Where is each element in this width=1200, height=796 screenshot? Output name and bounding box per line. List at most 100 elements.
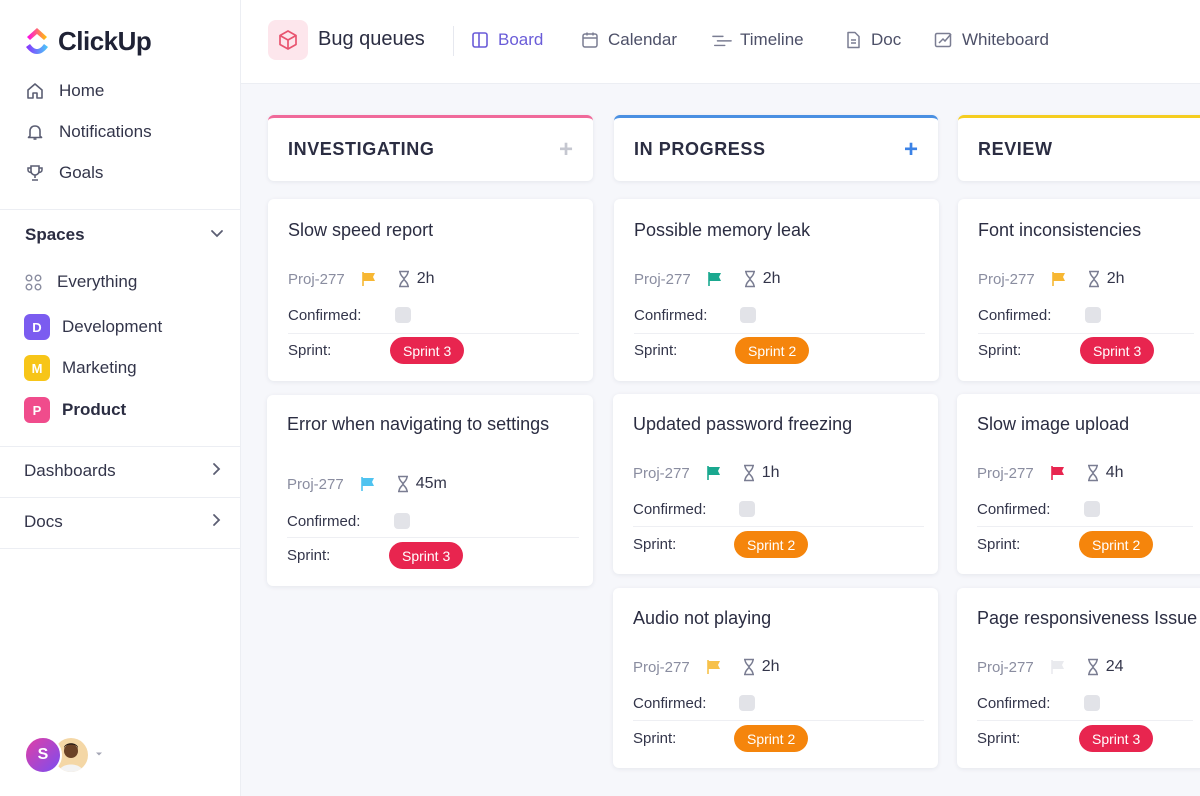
- sprint-label: Sprint:: [978, 342, 1022, 359]
- row-divider: [977, 526, 1193, 527]
- task-id: Proj-277: [287, 475, 344, 493]
- space-item-everything[interactable]: Everything: [24, 268, 137, 296]
- space-label: Everything: [57, 272, 138, 291]
- task-card[interactable]: Updated password freezing Proj-277 1h Co…: [613, 394, 938, 574]
- clickup-logo-icon: [26, 28, 48, 54]
- column-title: REVIEW: [978, 139, 1053, 159]
- task-id: Proj-277: [977, 464, 1034, 482]
- sidebar-item-goals[interactable]: Goals: [24, 158, 103, 188]
- flag-icon[interactable]: [358, 474, 378, 494]
- time-estimate: 2h: [761, 658, 780, 675]
- sprint-tag[interactable]: Sprint 2: [735, 337, 810, 364]
- chevron-down-icon[interactable]: [209, 225, 225, 246]
- task-title: Error when navigating to settings: [287, 414, 550, 434]
- sidebar-item-notifications[interactable]: Notifications: [24, 117, 152, 147]
- hourglass-icon: [740, 463, 758, 483]
- task-card[interactable]: Error when navigating to settings Proj-2…: [267, 395, 593, 586]
- confirmed-checkbox[interactable]: [395, 307, 411, 323]
- confirmed-checkbox[interactable]: [739, 695, 755, 711]
- sidebar-item-home[interactable]: Home: [24, 76, 104, 106]
- user-menu[interactable]: S: [24, 735, 104, 775]
- flag-icon[interactable]: [704, 463, 724, 483]
- confirmed-checkbox[interactable]: [1085, 307, 1101, 323]
- sprint-label: Sprint:: [288, 342, 332, 359]
- caret-down-icon[interactable]: [94, 746, 104, 764]
- sprint-tag[interactable]: Sprint 2: [734, 531, 809, 558]
- time-estimate: 2h: [1106, 270, 1125, 287]
- sidebar-item-docs[interactable]: Docs: [24, 507, 224, 537]
- space-item-development[interactable]: D Development: [24, 313, 162, 341]
- tab-board[interactable]: Board: [470, 28, 543, 52]
- row-divider: [633, 720, 924, 721]
- sidebar-item-label: Docs: [24, 512, 63, 531]
- time-estimate: 2h: [762, 270, 781, 287]
- grid-icon: [25, 273, 43, 291]
- task-id: Proj-277: [288, 270, 345, 288]
- flag-icon[interactable]: [1049, 269, 1069, 289]
- task-meta: Proj-277 1h: [633, 462, 780, 484]
- page-title: Bug queues: [318, 28, 425, 50]
- sprint-tag[interactable]: Sprint 3: [389, 542, 464, 569]
- space-badge: M: [24, 355, 50, 381]
- space-label: Development: [62, 317, 163, 336]
- add-task-button[interactable]: +: [903, 135, 918, 163]
- task-card[interactable]: Possible memory leak Proj-277 2h Confirm…: [614, 199, 939, 381]
- task-meta: Proj-277 45m: [287, 473, 447, 495]
- space-label: Marketing: [62, 358, 137, 377]
- sidebar-divider: [0, 497, 241, 498]
- time-estimate: 45m: [415, 475, 447, 492]
- row-divider: [287, 537, 579, 538]
- clickup-logo[interactable]: ClickUp: [24, 24, 152, 58]
- flag-icon[interactable]: [705, 269, 725, 289]
- column-title: IN PROGRESS: [634, 139, 766, 159]
- task-card[interactable]: Page responsiveness Issue Proj-277 24 Co…: [957, 588, 1200, 768]
- sprint-tag[interactable]: Sprint 2: [1079, 531, 1154, 558]
- sprint-label: Sprint:: [633, 730, 677, 747]
- task-card[interactable]: Font inconsistencies Proj-277 2h Confirm…: [958, 199, 1200, 381]
- row-divider: [633, 526, 924, 527]
- task-card[interactable]: Audio not playing Proj-277 2h Confirmed:…: [613, 588, 938, 768]
- space-item-marketing[interactable]: M Marketing: [24, 354, 137, 382]
- space-badge: P: [24, 397, 50, 423]
- flag-icon[interactable]: [359, 269, 379, 289]
- tab-calendar[interactable]: Calendar: [580, 28, 677, 52]
- confirmed-checkbox[interactable]: [1084, 501, 1100, 517]
- bell-icon: [24, 121, 46, 143]
- confirmed-label: Confirmed:: [288, 307, 362, 324]
- sprint-tag[interactable]: Sprint 2: [734, 725, 809, 752]
- tab-doc[interactable]: Doc: [843, 28, 901, 52]
- space-item-product[interactable]: P Product: [24, 396, 126, 424]
- flag-icon[interactable]: [1048, 463, 1068, 483]
- hourglass-icon: [741, 269, 759, 289]
- flag-icon[interactable]: [1048, 657, 1068, 677]
- row-divider: [977, 720, 1193, 721]
- avatar[interactable]: S: [24, 736, 62, 774]
- flag-icon[interactable]: [704, 657, 724, 677]
- top-bar: Bug queues Board Calendar Timeline Doc W…: [241, 0, 1200, 84]
- confirmed-checkbox[interactable]: [739, 501, 755, 517]
- task-card[interactable]: Slow image upload Proj-277 4h Confirmed:…: [957, 394, 1200, 574]
- confirmed-checkbox[interactable]: [1084, 695, 1100, 711]
- task-id: Proj-277: [978, 270, 1035, 288]
- sprint-label: Sprint:: [634, 342, 678, 359]
- sprint-tag[interactable]: Sprint 3: [1080, 337, 1155, 364]
- tab-whiteboard[interactable]: Whiteboard: [934, 28, 1049, 52]
- sprint-label: Sprint:: [977, 730, 1021, 747]
- confirmed-label: Confirmed:: [634, 307, 708, 324]
- sprint-tag[interactable]: Sprint 3: [1079, 725, 1154, 752]
- spaces-header[interactable]: Spaces: [25, 222, 225, 248]
- confirmed-checkbox[interactable]: [740, 307, 756, 323]
- hourglass-icon: [1085, 269, 1103, 289]
- sprint-tag[interactable]: Sprint 3: [390, 337, 465, 364]
- task-card[interactable]: Slow speed report Proj-277 2h Confirmed:…: [268, 199, 593, 381]
- board-icon: [470, 30, 490, 50]
- confirmed-checkbox[interactable]: [394, 513, 410, 529]
- hourglass-icon: [740, 657, 758, 677]
- task-title: Slow speed report: [288, 220, 434, 240]
- tab-timeline[interactable]: Timeline: [712, 28, 804, 52]
- sidebar-item-label: Dashboards: [24, 461, 116, 480]
- task-meta: Proj-277 2h: [634, 268, 781, 290]
- sidebar-divider: [0, 209, 241, 210]
- add-task-button[interactable]: +: [558, 135, 573, 163]
- sidebar-item-dashboards[interactable]: Dashboards: [24, 456, 224, 486]
